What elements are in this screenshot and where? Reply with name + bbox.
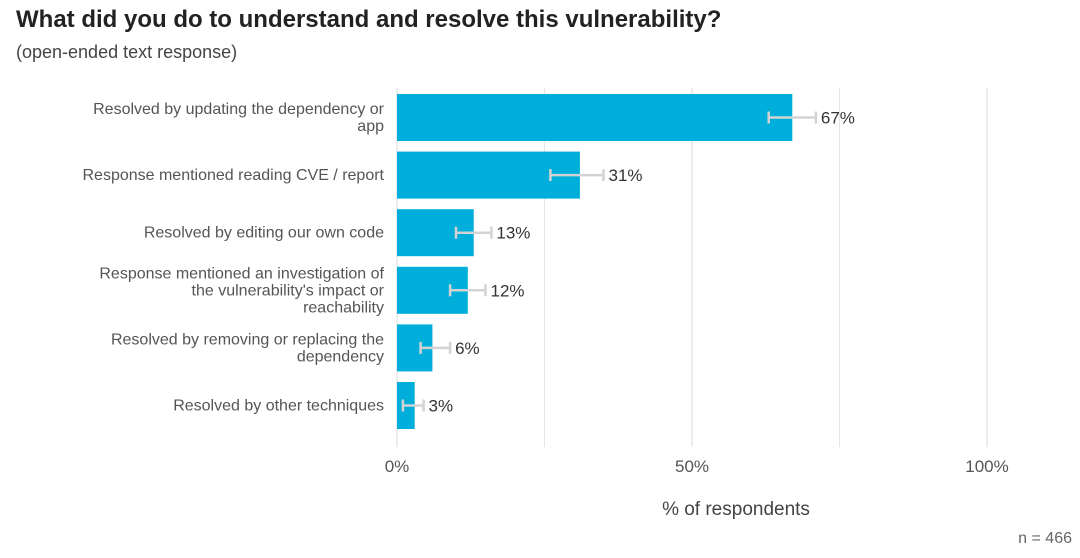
category-label: Response mentioned reading CVE / report: [82, 167, 384, 184]
category-label: Resolved by other techniques: [173, 398, 384, 415]
x-tick-label: 50%: [675, 457, 709, 476]
category-label-line: reachability: [303, 299, 384, 316]
category-label-line: Response mentioned an investigation of: [99, 265, 384, 282]
bar: [397, 94, 793, 141]
category-label: Resolved by removing or replacing the dep…: [111, 331, 384, 365]
category-label: Response mentioned an investigation of th…: [99, 265, 384, 316]
category-label-line: app: [357, 118, 384, 135]
chart-title: What did you do to understand and resolv…: [16, 6, 722, 33]
data-label: 31%: [609, 166, 643, 185]
category-label-line: Resolved by removing or replacing the: [111, 331, 384, 348]
category-label-line: Response mentioned reading CVE / report: [82, 167, 384, 184]
data-label: 6%: [455, 339, 480, 358]
category-label-line: the vulnerability's impact or: [192, 282, 385, 299]
chart-subtitle: (open-ended text response): [16, 42, 238, 62]
category-label-line: Resolved by editing our own code: [144, 225, 384, 242]
data-label: 12%: [491, 281, 525, 300]
category-label: Resolved by updating the dependency or ap…: [93, 101, 385, 135]
category-label-line: dependency: [297, 348, 384, 365]
x-tick-label: 0%: [385, 457, 410, 476]
x-axis-label: % of respondents: [662, 499, 810, 520]
data-label: 13%: [496, 224, 530, 243]
category-label-line: Resolved by updating the dependency or: [93, 101, 385, 118]
sample-size-note: n = 466: [1018, 530, 1072, 547]
data-label: 3%: [429, 397, 454, 416]
category-label-line: Resolved by other techniques: [173, 398, 384, 415]
data-label: 67%: [821, 109, 855, 128]
category-label: Resolved by editing our own code: [144, 225, 384, 242]
x-tick-label: 100%: [965, 457, 1008, 476]
